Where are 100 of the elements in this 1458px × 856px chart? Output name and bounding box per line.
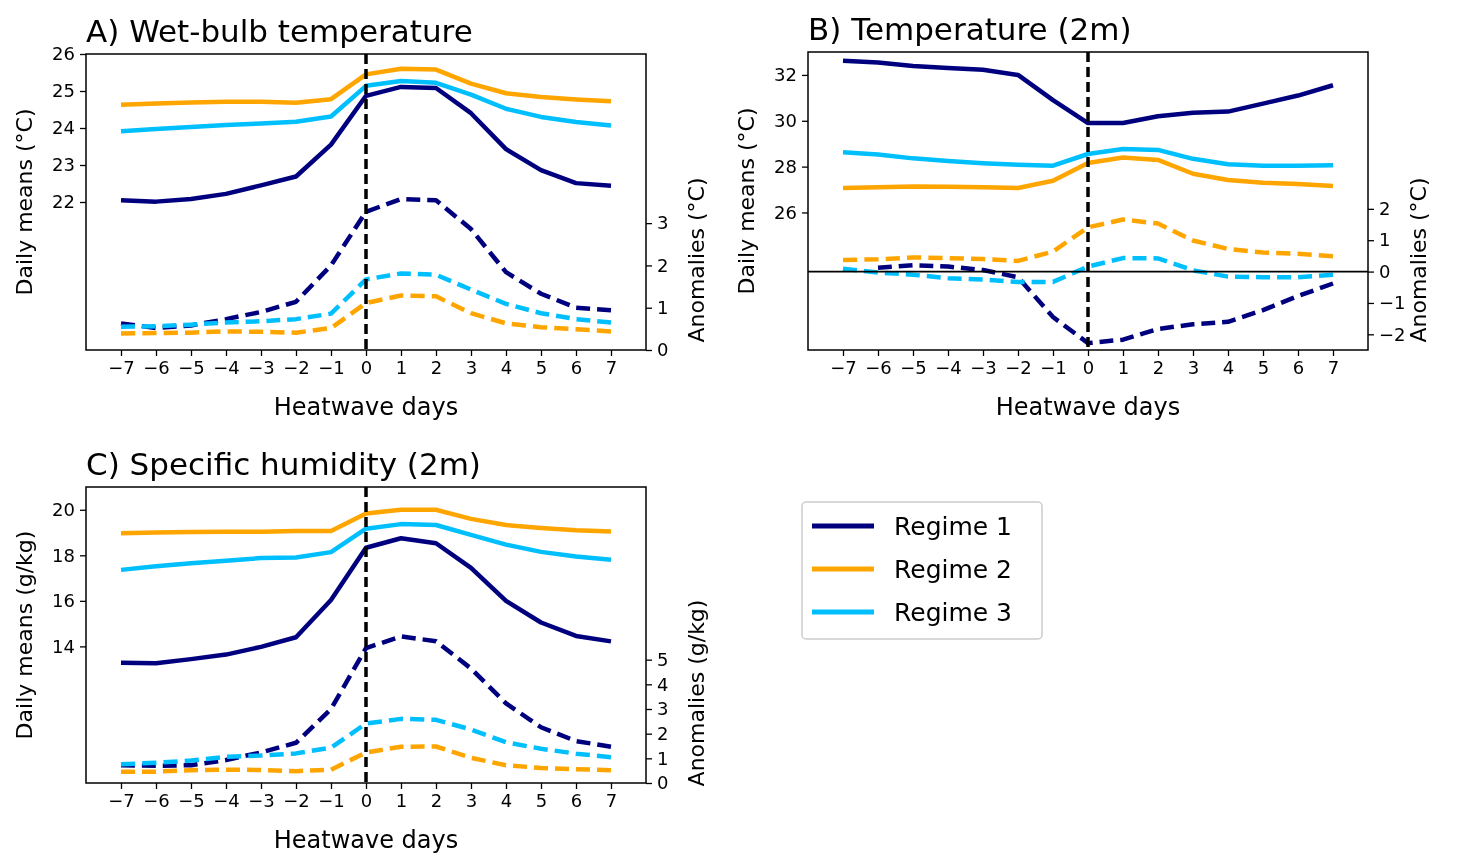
y-tick-label: 20 (52, 499, 75, 521)
x-tick-label: 5 (535, 356, 548, 378)
x-axis-title: Heatwave days (273, 826, 459, 854)
chart-title: A) Wet-bulb temperature (86, 13, 473, 49)
y-tick-label: 22 (52, 191, 75, 213)
y-tick-label: 16 (52, 590, 75, 612)
y2-tick-label: 5 (657, 648, 669, 670)
y-tick-label: 30 (774, 110, 797, 132)
x-tick-label: −7 (830, 356, 857, 378)
line-series (118, 634, 614, 768)
x-axis-title: Heatwave days (273, 393, 459, 421)
line-series (118, 535, 614, 666)
x-tick-label: 7 (1327, 356, 1340, 378)
line-series (118, 507, 614, 536)
line-series (840, 155, 1336, 191)
line-series (118, 271, 614, 329)
x-tick-label: 0 (1082, 356, 1095, 378)
x-tick-label: −1 (318, 789, 345, 811)
x-tick-label: −7 (108, 356, 135, 378)
y2-tick-label: 3 (657, 698, 669, 720)
x-tick-label: −2 (283, 789, 310, 811)
y2-tick-label: 1 (657, 747, 669, 769)
legend-label: Regime 2 (894, 555, 1013, 584)
y-tick-label: 32 (774, 64, 797, 86)
x-tick-label: 3 (465, 789, 478, 811)
x-tick-label: 4 (500, 356, 513, 378)
y-axis-title: Daily means (°C) (12, 108, 37, 296)
y2-tick-label: 1 (1379, 229, 1391, 251)
y-tick-label: 26 (52, 43, 75, 65)
legend-label: Regime 1 (894, 512, 1013, 541)
line-series (118, 521, 614, 573)
x-tick-label: 2 (430, 356, 443, 378)
x-tick-label: 3 (1187, 356, 1200, 378)
x-tick-label: −4 (213, 789, 240, 811)
y2-tick-label: 2 (657, 722, 669, 744)
x-tick-label: 7 (605, 356, 618, 378)
y2-tick-label: 1 (657, 296, 669, 318)
line-series (875, 263, 1336, 346)
line-series (840, 58, 1336, 126)
line-series (840, 255, 1336, 285)
y-axis-title: Daily means (g/kg) (12, 530, 37, 740)
y2-tick-label: 3 (657, 212, 669, 234)
x-tick-label: 6 (570, 789, 583, 811)
line-series (118, 196, 614, 331)
y-tick-label: 18 (52, 544, 75, 566)
line-series (118, 66, 614, 107)
x-tick-label: −3 (970, 356, 997, 378)
x-tick-label: 5 (535, 789, 548, 811)
y-tick-label: 24 (52, 117, 75, 139)
y-tick-label: 26 (774, 201, 797, 223)
y2-axis-title: Anomalies (°C) (1406, 177, 1431, 343)
y2-axis-title: Anomalies (g/kg) (684, 599, 709, 787)
x-tick-label: 5 (1257, 356, 1270, 378)
x-tick-label: −6 (143, 789, 170, 811)
x-tick-label: 1 (1117, 356, 1130, 378)
chart-title: B) Temperature (2m) (808, 11, 1132, 47)
x-tick-label: 2 (1152, 356, 1165, 378)
y2-tick-label: 2 (1379, 198, 1391, 220)
x-tick-label: −4 (935, 356, 962, 378)
x-tick-label: −3 (248, 789, 275, 811)
x-tick-label: −6 (143, 356, 170, 378)
x-tick-label: −5 (178, 789, 205, 811)
line-series (118, 78, 614, 134)
y-axis-title: Daily means (°C) (734, 107, 759, 295)
x-axis-title: Heatwave days (995, 393, 1181, 421)
line-series (118, 84, 614, 204)
y2-tick-label: 0 (1379, 260, 1391, 282)
x-tick-label: −5 (900, 356, 927, 378)
line-series (118, 716, 614, 767)
y2-tick-label: −1 (1379, 292, 1406, 314)
x-tick-label: 6 (570, 356, 583, 378)
x-tick-label: 6 (1292, 356, 1305, 378)
x-tick-label: −2 (283, 356, 310, 378)
line-series (118, 293, 614, 336)
x-tick-label: −3 (248, 356, 275, 378)
x-tick-label: 0 (360, 789, 373, 811)
x-tick-label: −5 (178, 356, 205, 378)
y2-tick-label: 0 (657, 772, 669, 794)
x-tick-label: −4 (213, 356, 240, 378)
line-series (840, 217, 1336, 264)
y2-tick-label: 0 (657, 339, 669, 361)
x-tick-label: 4 (1222, 356, 1235, 378)
y2-tick-label: −2 (1379, 323, 1406, 345)
x-tick-label: 1 (395, 356, 408, 378)
x-tick-label: −1 (1040, 356, 1067, 378)
x-tick-label: 1 (395, 789, 408, 811)
y-tick-label: 23 (52, 154, 75, 176)
y2-axis-title: Anomalies (°C) (684, 177, 709, 343)
y2-tick-label: 2 (657, 254, 669, 276)
legend-label: Regime 3 (894, 598, 1013, 627)
x-tick-label: 7 (605, 789, 618, 811)
x-tick-label: 3 (465, 356, 478, 378)
x-tick-label: 0 (360, 356, 373, 378)
y-tick-label: 14 (52, 635, 75, 657)
y2-tick-label: 4 (657, 673, 669, 695)
x-tick-label: −2 (1005, 356, 1032, 378)
x-tick-label: −6 (865, 356, 892, 378)
x-tick-label: −1 (318, 356, 345, 378)
y-tick-label: 25 (52, 80, 75, 102)
x-tick-label: −7 (108, 789, 135, 811)
